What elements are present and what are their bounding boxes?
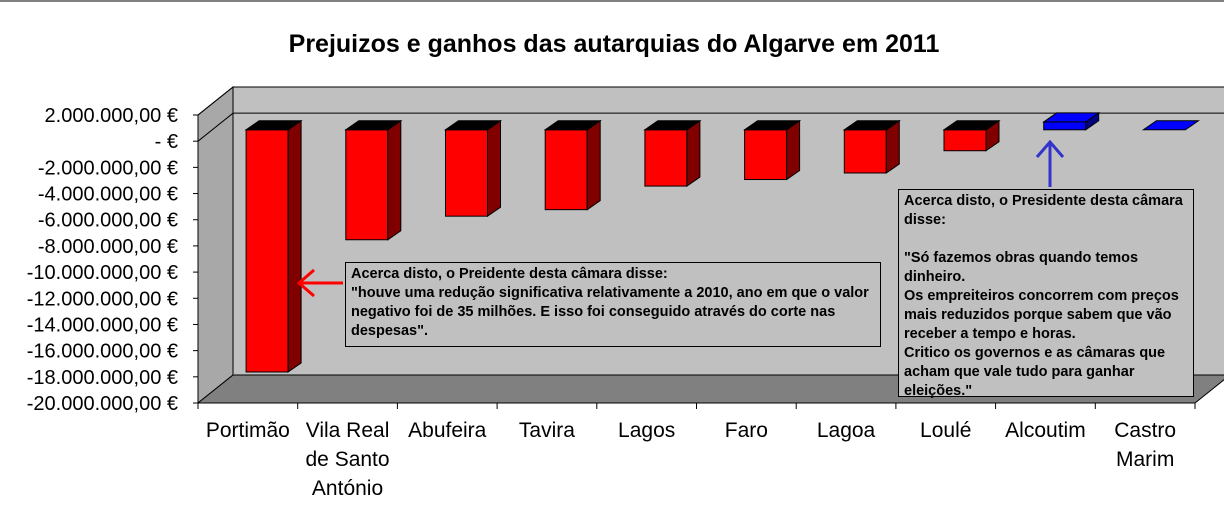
bar-side bbox=[387, 119, 402, 241]
annotation-arrows bbox=[296, 139, 1065, 298]
bar-front bbox=[345, 129, 389, 241]
bar-3 bbox=[443, 119, 503, 218]
x-tick-label: Lagos bbox=[618, 419, 675, 442]
bar-6 bbox=[742, 119, 802, 181]
bar-side bbox=[287, 119, 302, 373]
bar-front bbox=[245, 129, 289, 373]
bar-front bbox=[1043, 121, 1087, 131]
side-wall bbox=[197, 85, 234, 405]
y-tick-label: -16.000.000,00 € bbox=[27, 341, 178, 363]
bar-7 bbox=[842, 119, 901, 174]
y-tick-label: -10.000.000,00 € bbox=[27, 262, 178, 284]
chart-title: Prejuizos e ganhos das autarquias do Alg… bbox=[289, 30, 940, 58]
bar-front bbox=[644, 129, 688, 187]
bar-top bbox=[1141, 120, 1201, 131]
bar-front bbox=[843, 129, 887, 174]
x-tick-label: Faro bbox=[725, 419, 768, 442]
y-tick-label: -6.000.000,00 € bbox=[38, 210, 178, 232]
x-tick-label: Tavira bbox=[519, 419, 575, 442]
gridline-side bbox=[197, 86, 234, 116]
bar-front bbox=[943, 129, 987, 152]
bar-top bbox=[443, 120, 503, 131]
bar-top bbox=[344, 120, 403, 131]
bar-top bbox=[742, 120, 802, 131]
y-tick-label: -4.000.000,00 € bbox=[38, 184, 178, 206]
bar-front bbox=[544, 129, 588, 211]
x-tick-label: Alcoutim bbox=[1005, 419, 1086, 442]
annotation-box-alcoutim: Acerca disto, o Presidente desta câmara … bbox=[898, 189, 1194, 399]
bar-5 bbox=[643, 119, 702, 188]
bar-9 bbox=[1042, 111, 1101, 131]
bar-top bbox=[1042, 112, 1101, 123]
x-tick-label: Vila Real bbox=[306, 419, 390, 442]
x-tick-label: Marim bbox=[1116, 448, 1174, 471]
x-tick-label: Castro bbox=[1114, 419, 1176, 442]
y-tick-label: -2.000.000,00 € bbox=[38, 157, 178, 179]
bar-side bbox=[487, 119, 501, 218]
x-tick-label: Loulé bbox=[920, 419, 971, 442]
bar-10 bbox=[1141, 120, 1201, 131]
bar-top bbox=[643, 120, 702, 131]
y-tick-label: -12.000.000,00 € bbox=[27, 288, 178, 310]
bar-2 bbox=[344, 119, 403, 241]
y-axis: 2.000.000,00 € - € -2.000.000,00 € -4.000.0… bbox=[27, 105, 198, 415]
y-tick-label: -18.000.000,00 € bbox=[27, 367, 178, 389]
x-tick-label: Lagoa bbox=[817, 419, 876, 442]
bar-side bbox=[786, 119, 801, 181]
bar-top bbox=[244, 120, 303, 131]
x-tick-label: de Santo bbox=[306, 448, 390, 471]
bar-front bbox=[445, 129, 488, 217]
bar-side bbox=[686, 119, 701, 188]
bar-8 bbox=[942, 119, 1001, 152]
bar-side bbox=[586, 119, 601, 211]
bar-top bbox=[942, 120, 1001, 131]
x-axis: Portimão Vila Real de Santo António Abufeira… bbox=[197, 402, 1196, 500]
gridline-side bbox=[197, 112, 234, 142]
y-tick-label: - € bbox=[155, 131, 178, 153]
x-tick-label: Abufeira bbox=[408, 419, 487, 442]
bar-top bbox=[543, 120, 602, 131]
x-tick-label: Portimão bbox=[206, 419, 290, 442]
arrow-left bbox=[296, 268, 343, 298]
bar-front bbox=[744, 129, 788, 181]
x-tick-label: António bbox=[312, 477, 383, 500]
bar-1 bbox=[244, 119, 303, 373]
y-tick-label: 2.000.000,00 € bbox=[45, 105, 178, 127]
y-tick-label: -14.000.000,00 € bbox=[27, 314, 178, 336]
bar-top bbox=[842, 120, 901, 131]
y-tick-label: -20.000.000,00 € bbox=[27, 393, 178, 415]
arrow-up bbox=[1035, 139, 1065, 187]
bar-4 bbox=[543, 119, 602, 211]
annotation-box-portimao: Acerca disto, o Preidente desta câmara d… bbox=[345, 262, 881, 347]
y-tick-label: -8.000.000,00 € bbox=[38, 236, 178, 258]
